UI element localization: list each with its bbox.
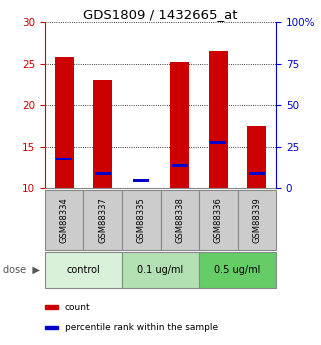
Bar: [199, 190, 238, 250]
Bar: [122, 252, 199, 288]
Bar: [56, 158, 73, 160]
Bar: [45, 252, 122, 288]
Text: percentile rank within the sample: percentile rank within the sample: [65, 323, 218, 332]
Bar: [83, 190, 122, 250]
Bar: [199, 252, 276, 288]
Bar: [45, 305, 58, 309]
Text: GSM88336: GSM88336: [214, 197, 223, 243]
Text: dose  ▶: dose ▶: [3, 265, 40, 275]
Text: 0.5 ug/ml: 0.5 ug/ml: [214, 265, 261, 275]
Bar: [45, 190, 83, 250]
Text: GSM88339: GSM88339: [252, 197, 261, 243]
Text: GSM88335: GSM88335: [137, 197, 146, 243]
Bar: [45, 326, 58, 329]
Bar: [160, 190, 199, 250]
Bar: [171, 164, 188, 167]
Text: count: count: [65, 303, 90, 312]
Bar: [93, 80, 112, 188]
Bar: [238, 190, 276, 250]
Bar: [133, 179, 149, 182]
Bar: [170, 62, 189, 188]
Text: control: control: [66, 265, 100, 275]
Text: GSM88334: GSM88334: [60, 197, 69, 243]
Text: GSM88337: GSM88337: [98, 197, 107, 243]
Bar: [209, 51, 228, 188]
Bar: [94, 172, 111, 175]
Bar: [210, 141, 226, 144]
Title: GDS1809 / 1432665_at: GDS1809 / 1432665_at: [83, 8, 238, 21]
Bar: [122, 190, 160, 250]
Text: GSM88338: GSM88338: [175, 197, 184, 243]
Text: 0.1 ug/ml: 0.1 ug/ml: [137, 265, 184, 275]
Bar: [248, 172, 265, 175]
Bar: [55, 57, 74, 188]
Bar: [247, 126, 266, 188]
